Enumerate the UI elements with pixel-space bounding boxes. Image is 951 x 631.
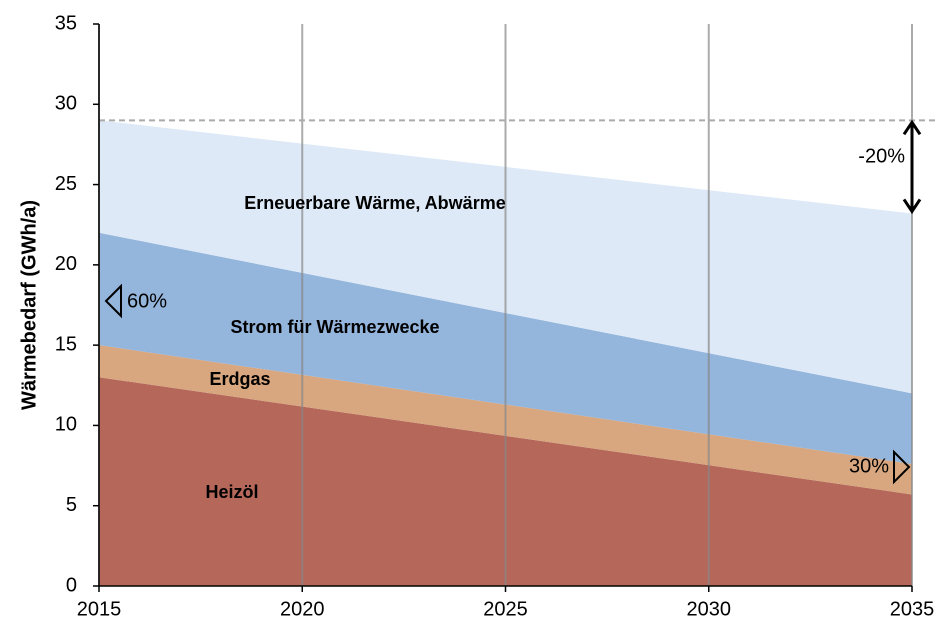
x-tick-label: 2035 [890, 598, 935, 620]
y-tick-label: 0 [66, 574, 77, 596]
x-tick-label: 2030 [687, 598, 732, 620]
y-tick-label: 10 [55, 414, 77, 436]
marker-triangle [104, 283, 122, 319]
series-label: Heizöl [205, 482, 258, 502]
y-tick-label: 20 [55, 253, 77, 275]
y-tick-label: 35 [55, 12, 77, 34]
series-label: Strom für Wärmezwecke [230, 317, 439, 337]
marker-triangle [893, 449, 911, 485]
annotation: -20% [858, 145, 905, 167]
annotation: 30% [849, 455, 889, 477]
y-tick-label: 5 [66, 494, 77, 516]
series-label: Erneuerbare Wärme, Abwärme [244, 193, 505, 213]
annotation: 60% [127, 290, 167, 312]
y-tick-label: 15 [55, 333, 77, 355]
arrow-head [902, 198, 922, 215]
y-tick-label: 25 [55, 173, 77, 195]
x-tick-label: 2025 [483, 598, 528, 620]
y-tick-label: 30 [55, 93, 77, 115]
x-tick-label: 2015 [77, 598, 122, 620]
series-label: Erdgas [209, 369, 270, 389]
y-axis-label: Wärmebedarf (GWh/a) [18, 200, 40, 410]
arrow-head [902, 119, 922, 136]
x-tick-label: 2020 [280, 598, 325, 620]
